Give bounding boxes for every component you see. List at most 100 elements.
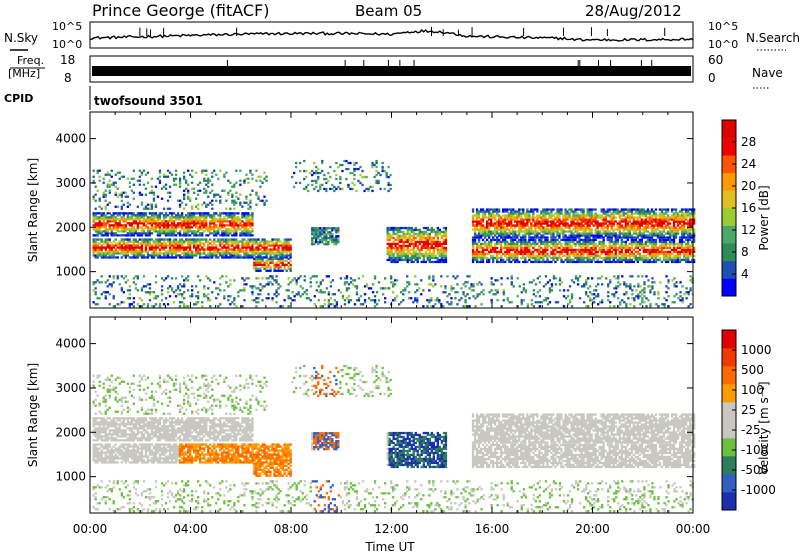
power-cell [691,224,694,227]
power-cell [602,228,605,231]
power-cell [582,238,585,242]
power-cell [687,220,690,223]
power-cell [520,208,523,211]
power-cell [98,226,101,229]
power-cell [172,244,176,247]
power-cell [558,228,561,231]
power-cell [570,240,573,244]
power-cell [426,244,429,248]
power-cell [249,234,252,237]
power-cell [146,218,150,221]
power-cell [632,230,635,233]
power-cell [112,181,115,184]
power-cell [104,207,107,210]
power-cell [122,254,125,257]
power-cell [574,242,577,246]
power-cell [626,236,629,239]
power-cell [249,254,252,257]
power-cell [390,258,393,262]
power-cell [632,222,635,225]
power-cell [255,265,258,268]
power-cell [616,208,619,211]
power-cell [108,246,111,249]
power-cell [94,230,97,233]
power-cell [335,177,338,181]
power-cell [136,240,139,243]
power-cell [355,161,358,165]
power-cell [544,228,547,231]
power-cell [205,222,208,225]
power-cell [219,238,222,241]
power-cell [92,224,95,227]
power-cell [122,218,125,221]
power-cell [426,238,429,242]
power-cell [558,250,561,254]
power-cell [279,269,282,272]
power-cell [279,257,282,260]
power-cell [500,234,503,237]
power-cell [638,248,641,252]
power-cell [542,228,545,231]
power-cell [532,220,535,223]
power-cell [269,248,272,251]
power-cell [136,246,139,249]
power-cell [514,216,517,219]
power-cell [534,242,537,246]
power-cell [528,254,531,258]
power-cell [98,238,101,241]
power-cell [562,214,565,217]
power-cell [558,216,561,219]
power-cell [484,252,487,256]
power-cell [646,244,650,248]
power-cell [102,242,105,245]
power-cell [570,232,573,235]
power-cell [618,244,621,248]
power-cell [560,256,563,260]
power-cell [251,250,254,253]
power-cell [199,234,202,237]
power-cell [572,212,575,215]
power-cell [598,234,601,237]
power-cell [554,240,557,244]
power-cell [606,212,609,215]
power-cell [648,232,652,235]
power-cell [100,252,103,255]
power-cell [618,212,621,215]
power-cell [642,244,645,248]
power-cell [481,258,485,262]
power-cell [191,242,194,245]
power-cell [434,234,437,238]
power-cell [566,230,569,233]
power-cell [400,252,403,256]
power-cell [475,218,479,221]
power-cell [592,254,595,258]
power-cell [689,260,692,264]
power-cell [614,250,617,254]
power-cell [136,212,139,215]
power-cell [174,183,178,186]
power-cell [263,256,266,259]
power-cell [189,244,192,247]
power-cell [189,238,192,241]
power-cell [638,212,641,215]
power-cell [311,233,314,236]
power-cell [146,242,150,245]
power-cell [193,232,196,235]
power-cell [582,240,585,244]
power-cell [106,183,109,186]
power-cell [648,240,652,244]
power-cell [546,244,549,248]
power-cell [205,224,208,227]
power-cell [390,254,393,258]
power-cell [540,252,543,256]
power-cell [582,242,585,246]
power-cell [315,231,318,234]
power-cell [400,256,403,260]
power-cell [164,230,168,233]
power-cell [604,250,607,254]
power-cell [662,258,666,262]
power-cell [209,230,212,233]
power-cell [678,244,682,248]
power-cell [287,242,290,245]
power-cell [620,208,623,211]
